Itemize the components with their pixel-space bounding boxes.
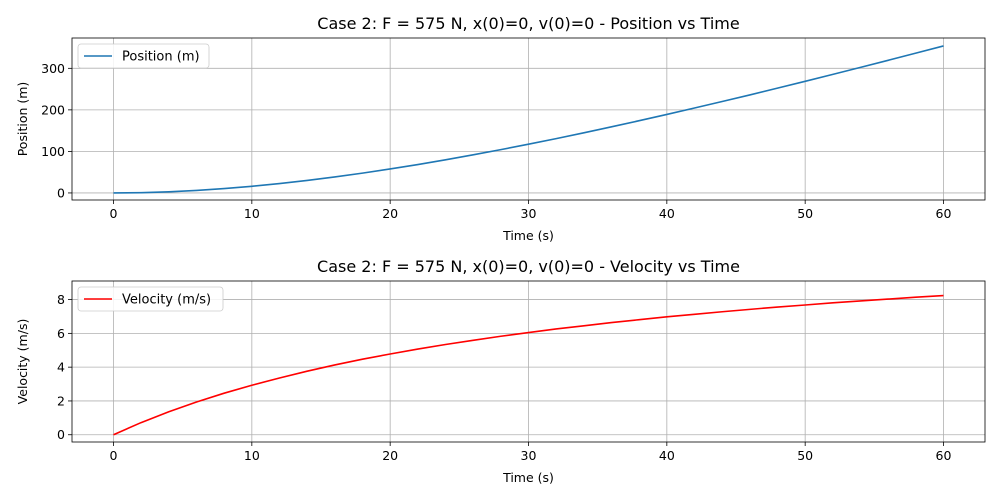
chart-title: Case 2: F = 575 N, x(0)=0, v(0)=0 - Velo… [317, 257, 740, 276]
legend-label: Position (m) [122, 50, 200, 65]
subplot-2: 0 10 20 30 40 50 60 0 2 4 6 8 Case 2: F = 575 N, x(0… [15, 257, 986, 485]
y-tick-label: 0 [57, 427, 65, 442]
legend-box [77, 43, 210, 69]
x-tick-label: 0 [110, 206, 118, 221]
y-tick-label: 300 [41, 61, 65, 76]
x-tick-label: 20 [382, 448, 398, 463]
x-tick-label: 30 [521, 206, 537, 221]
x-tick-label: 10 [244, 448, 260, 463]
x-axis-label: Time (s) [502, 228, 554, 243]
x-tick-label: 40 [659, 206, 675, 221]
x-axis-label: Time (s) [502, 470, 554, 485]
x-tick-label: 10 [244, 206, 260, 221]
subplot-1: 0 10 20 30 40 50 60 0 100 200 300 Case 2: F = 575 N… [15, 14, 986, 243]
y-tick-label: 100 [41, 144, 65, 159]
y-tick-label: 200 [41, 102, 65, 117]
x-tick-label: 40 [659, 448, 675, 463]
y-tick-label: 0 [57, 185, 65, 200]
legend: Position (m) [77, 43, 210, 69]
legend-label: Velocity (m/s) [122, 293, 211, 308]
y-axis-label: Velocity (m/s) [15, 319, 30, 405]
y-tick-label: 4 [57, 360, 65, 375]
x-tick-label: 50 [797, 206, 813, 221]
series-line-1 [113, 294, 944, 436]
series-line-1 [113, 45, 944, 194]
legend-box [77, 286, 224, 312]
y-tick-label: 6 [57, 326, 65, 341]
y-axis-label: Position (m) [15, 82, 30, 157]
x-tick-label: 50 [797, 448, 813, 463]
grid [72, 281, 985, 442]
x-tick-label: 20 [382, 206, 398, 221]
chart-title: Case 2: F = 575 N, x(0)=0, v(0)=0 - Posi… [317, 14, 739, 33]
x-tick-label: 0 [110, 448, 118, 463]
x-tick-label: 60 [936, 448, 952, 463]
x-tick-label: 60 [936, 206, 952, 221]
legend: Velocity (m/s) [77, 286, 224, 312]
grid [72, 38, 985, 200]
y-tick-label: 8 [57, 292, 65, 307]
y-tick-label: 2 [57, 393, 65, 408]
x-tick-label: 30 [521, 448, 537, 463]
